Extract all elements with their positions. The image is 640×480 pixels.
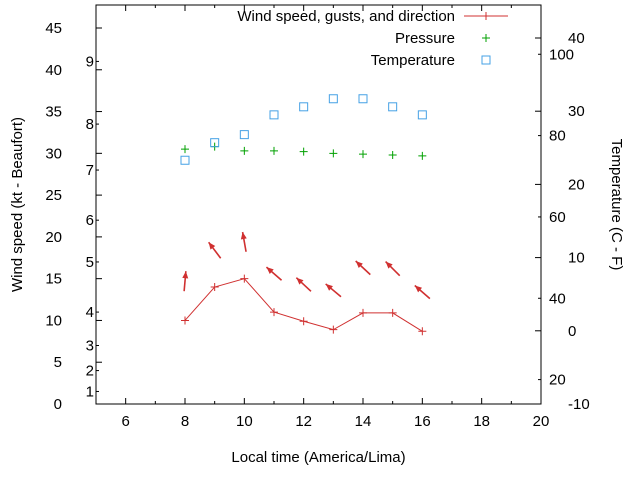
beaufort-tick-label: 1: [86, 383, 94, 400]
fahrenheit-tick-label: 80: [549, 128, 566, 145]
x-tick-label: 12: [295, 413, 312, 430]
kt-tick-label: 0: [54, 396, 62, 413]
axis-titles: Local time (America/Lima) Wind speed (kt …: [9, 117, 625, 466]
x-tick-label: 18: [473, 413, 490, 430]
kt-tick-label: 5: [54, 354, 62, 371]
celsius-tick-label: 10: [568, 250, 585, 267]
fahrenheit-tick-label: 100: [549, 46, 574, 63]
x-tick-label: 10: [236, 413, 253, 430]
beaufort-tick-label: 2: [86, 363, 94, 380]
y-axis-left-label: Wind speed (kt - Beaufort): [9, 117, 26, 292]
kt-tick-label: 10: [45, 312, 62, 329]
legend: Wind speed, gusts, and direction Pressure…: [237, 8, 508, 69]
plot-border: [95, 4, 542, 405]
celsius-tick-label: -10: [568, 396, 590, 413]
kt-tick-label: 30: [45, 145, 62, 162]
y-axis-right: -10 0 10 20 30 40 20 40 60 80 100: [535, 30, 590, 413]
kt-tick-label: 15: [45, 271, 62, 288]
x-tick-label: 16: [414, 413, 431, 430]
x-tick-label: 20: [533, 413, 550, 430]
celsius-tick-label: 30: [568, 103, 585, 120]
celsius-tick-label: 20: [568, 176, 585, 193]
fahrenheit-tick-label: 40: [549, 290, 566, 307]
beaufort-tick-label: 8: [86, 116, 94, 133]
temperature-series: [180, 94, 427, 165]
kt-tick-label: 25: [45, 187, 62, 204]
celsius-tick-label: 40: [568, 30, 585, 47]
x-tick-label: 14: [355, 413, 372, 430]
beaufort-tick-label: 5: [86, 254, 94, 271]
legend-label: Temperature: [371, 52, 455, 69]
wind-gusts-direction-arrows: [182, 231, 431, 300]
fahrenheit-tick-label: 60: [549, 209, 566, 226]
beaufort-tick-label: 4: [86, 304, 94, 321]
beaufort-tick-label: 3: [86, 338, 94, 355]
kt-tick-label: 45: [45, 20, 62, 37]
x-tick-label: 6: [121, 413, 129, 430]
celsius-tick-label: 0: [568, 323, 576, 340]
beaufort-tick-label: 9: [86, 53, 94, 70]
kt-tick-label: 20: [45, 229, 62, 246]
kt-tick-label: 40: [45, 62, 62, 79]
kt-tick-label: 35: [45, 104, 62, 121]
legend-label: Wind speed, gusts, and direction: [237, 8, 455, 25]
beaufort-tick-label: 7: [86, 162, 94, 179]
x-axis-label: Local time (America/Lima): [231, 449, 405, 466]
fahrenheit-tick-label: 20: [549, 372, 566, 389]
wind-speed-series: [181, 274, 427, 336]
x-tick-label: 8: [181, 413, 189, 430]
x-axis: 6 8 10 12 14 16 18 20: [121, 5, 549, 430]
pressure-series: [181, 142, 427, 160]
beaufort-tick-label: 6: [86, 212, 94, 229]
legend-label: Pressure: [395, 30, 455, 47]
y-axis-right-label: Temperature (C - F): [608, 139, 625, 271]
